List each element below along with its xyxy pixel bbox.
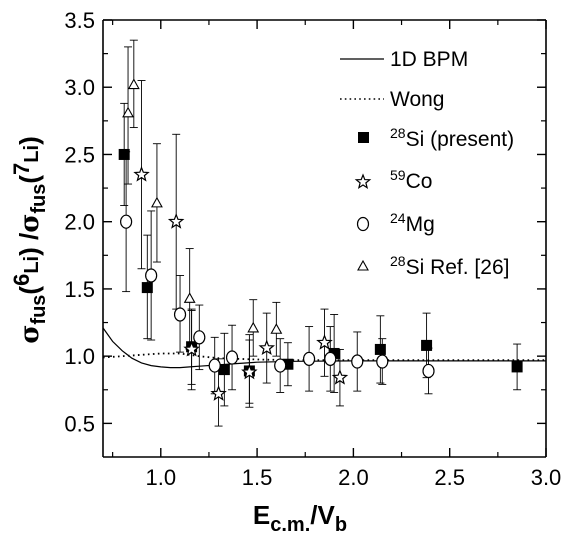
point-28si-present-9 [511,361,523,373]
y-tick-label-0: 0.5 [64,411,95,436]
point-24mg-2 [173,307,187,322]
point-24mg-11 [422,363,435,379]
legend-marker-24mg [356,216,370,232]
point-28si-present-0 [118,148,130,160]
legend-label-28si-ref26: 28Si Ref. [26] [390,253,509,279]
point-28si-ref-26-5 [270,323,283,334]
point-59co-2 [183,340,200,357]
point-59co-4 [241,363,258,380]
point-24mg-9 [351,354,364,369]
plot-area [102,19,547,458]
point-59co-6 [316,334,333,350]
y-tick-label-5: 3.0 [64,75,95,100]
point-59co-5 [258,339,276,356]
data-points [118,39,523,427]
point-24mg-6 [274,358,287,373]
legend-label-59co: 59Co [390,167,432,193]
legend-label-24mg: 24Mg [390,210,435,236]
point-24mg-1 [145,268,158,283]
y-tick-label-3: 2.0 [64,210,95,235]
x-tick-label-2: 2.0 [338,465,369,490]
y-tick-label-1: 1.0 [64,344,95,369]
point-59co-1 [167,213,185,229]
point-28si-present-7 [374,343,386,355]
x-tick-label-0: 1.0 [145,465,176,490]
point-28si-ref-26-3 [183,292,196,303]
point-59co-7 [331,369,349,385]
legend-label-wong: Wong [390,88,444,111]
legend-marker-28si-present [358,132,369,143]
point-28si-present-5 [282,358,294,370]
point-59co-3 [210,385,227,401]
y-axis-label: σfus(6Li) /σfus(7Li) [9,136,50,344]
point-28si-ref-26-0 [122,106,134,118]
curve-wong [102,352,546,362]
point-28si-ref-26-4 [247,321,260,333]
y-tick-label-4: 2.5 [64,142,95,167]
point-24mg-3 [193,330,206,345]
point-24mg-4 [208,358,221,373]
point-24mg-7 [302,351,316,366]
point-28si-present-1 [141,282,153,294]
point-28si-ref-26-1 [127,78,140,90]
legend-marker-59co [354,173,372,190]
point-59co-0 [133,165,150,182]
point-28si-present-3 [218,364,230,376]
x-tick-label-4: 3.0 [531,465,562,490]
y-tick-label-6: 3.5 [64,8,95,33]
point-28si-present-8 [421,339,433,351]
x-tick-label-1: 1.5 [242,465,273,490]
point-24mg-8 [324,351,337,366]
legend: 1D BPM Wong 28Si (present) 59Co 24Mg 28S… [340,48,514,279]
legend-marker-28si-ref26 [357,259,369,271]
y-tick-label-2: 1.5 [64,277,95,302]
x-tick-label-3: 2.5 [434,465,465,490]
point-24mg-10 [376,354,389,369]
point-28si-ref-26-2 [150,196,163,208]
legend-label-28si-present: 28Si (present) [390,125,514,151]
legend-label-1d-bpm: 1D BPM [390,48,468,71]
point-24mg-0 [120,214,133,229]
point-24mg-5 [225,350,239,365]
axis-ticks: 1.0 1.5 2.0 2.5 3.0 0.5 1.0 1.5 2.0 2.5 3.0 3.5 [64,8,561,490]
x-axis-label: Ec.m./Vb [253,500,347,536]
